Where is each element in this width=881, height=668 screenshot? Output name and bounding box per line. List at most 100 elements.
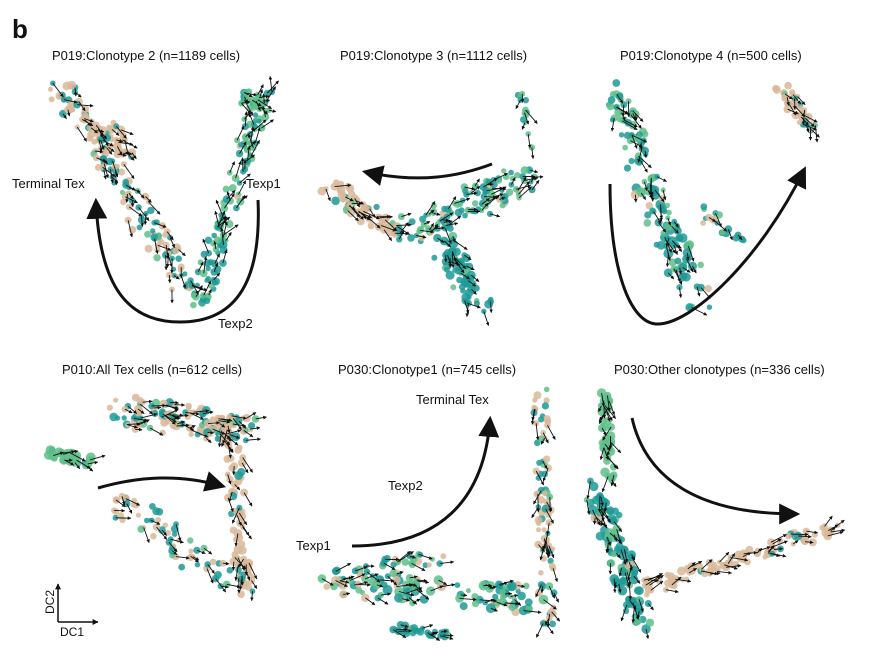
velocity-vector-panel-5 (396, 571, 404, 575)
velocity-vector-panel-3 (643, 181, 648, 192)
velocity-vector-panel-5 (321, 578, 334, 586)
velocity-vector-panel-6 (645, 628, 650, 640)
cell-point-panel-2 (454, 208, 463, 217)
cell-point-panel-3 (700, 220, 706, 226)
cell-point-panel-2 (508, 181, 515, 188)
cell-point-panel-6 (784, 532, 792, 540)
velocity-vector-panel-2 (369, 218, 381, 229)
velocity-vector-panel-5 (335, 580, 348, 588)
cell-point-panel-5 (538, 570, 544, 576)
cell-point-panel-3 (773, 86, 781, 94)
cell-point-panel-2 (473, 300, 480, 307)
velocity-vector-panel-5 (411, 563, 426, 572)
cell-point-panel-2 (367, 222, 375, 230)
velocity-vector-panel-1 (224, 193, 235, 209)
velocity-vector-panel-1 (190, 280, 199, 295)
panel-title-3: P019:Clonotype 4 (n=500 cells) (620, 48, 802, 63)
velocity-vector-panel-4 (137, 408, 145, 415)
velocity-vector-panel-1 (98, 139, 103, 152)
velocity-vector-panel-1 (164, 255, 168, 271)
cell-point-panel-4 (229, 557, 239, 566)
velocity-vector-panel-2 (521, 122, 526, 130)
cell-point-panel-1 (182, 271, 188, 277)
cell-point-panel-1 (64, 105, 72, 114)
velocity-vector-panel-2 (398, 230, 405, 240)
cell-point-panel-2 (508, 169, 514, 176)
velocity-vector-panel-4 (185, 411, 200, 416)
cell-point-panel-5 (323, 583, 331, 590)
cell-point-panel-2 (444, 205, 452, 213)
velocity-vector-panel-6 (601, 476, 609, 493)
velocity-vector-panel-2 (351, 201, 363, 206)
velocity-vector-panel-2 (445, 222, 459, 226)
velocity-vector-panel-1 (138, 207, 150, 221)
velocity-vector-panel-6 (638, 599, 644, 613)
cell-point-panel-4 (121, 405, 129, 413)
cell-point-panel-1 (252, 112, 259, 118)
velocity-vector-panel-2 (531, 180, 540, 191)
velocity-vector-panel-3 (715, 213, 722, 228)
velocity-vector-panel-6 (608, 400, 615, 416)
velocity-vector-panel-6 (675, 578, 692, 583)
velocity-vector-panel-1 (197, 261, 204, 273)
trajectory-arrow-1 (86, 197, 260, 324)
velocity-vector-panel-2 (452, 239, 468, 250)
velocity-vector-panel-5 (548, 586, 556, 599)
velocity-vector-panel-2 (466, 302, 481, 309)
cell-point-panel-4 (164, 419, 171, 425)
velocity-vector-panel-4 (192, 556, 200, 561)
velocity-vector-panel-4 (226, 583, 241, 589)
velocity-vector-panel-4 (226, 429, 242, 435)
velocity-vector-panel-5 (535, 470, 545, 486)
velocity-vector-panel-5 (517, 584, 526, 588)
velocity-vector-panel-1 (128, 192, 134, 200)
velocity-vector-panel-6 (806, 530, 819, 535)
velocity-vector-panel-6 (613, 578, 617, 593)
cell-point-panel-1 (144, 244, 153, 253)
velocity-vector-panel-6 (701, 559, 713, 570)
velocity-vector-panel-5 (405, 582, 413, 587)
cell-point-panel-5 (536, 527, 541, 533)
velocity-vector-panel-5 (548, 496, 552, 513)
velocity-vector-panel-3 (662, 189, 667, 201)
velocity-vector-panel-6 (671, 576, 682, 586)
velocity-vector-panel-5 (504, 601, 519, 606)
velocity-vector-panel-6 (603, 405, 613, 421)
velocity-vector-panel-5 (438, 579, 448, 585)
cell-point-panel-5 (472, 600, 480, 608)
velocity-vector-panel-5 (355, 566, 368, 572)
velocity-vector-panel-3 (654, 189, 665, 203)
cell-point-panel-5 (537, 496, 546, 504)
velocity-vector-panel-4 (250, 591, 254, 602)
velocity-vector-panel-1 (259, 94, 270, 99)
velocity-vector-panel-4 (169, 400, 179, 405)
velocity-vector-panel-3 (640, 160, 648, 173)
velocity-vector-panel-3 (673, 221, 679, 228)
velocity-vector-panel-4 (228, 491, 233, 503)
velocity-vector-panel-6 (633, 575, 641, 584)
trajectory-arrow-4 (97, 471, 227, 492)
velocity-vector-panel-2 (416, 235, 427, 239)
velocity-vector-panel-1 (74, 91, 82, 98)
cell-point-panel-6 (664, 579, 672, 588)
velocity-vector-panel-1 (125, 184, 136, 191)
velocity-vectors-layer (52, 75, 846, 641)
cell-point-panel-2 (454, 268, 461, 275)
cell-point-panel-2 (356, 217, 365, 226)
velocity-vector-panel-3 (616, 106, 629, 115)
cell-point-panel-6 (595, 531, 605, 541)
velocity-vector-panel-3 (803, 123, 818, 131)
velocity-vector-panel-1 (213, 262, 219, 273)
velocity-vector-panel-2 (464, 300, 470, 314)
cell-point-panel-3 (615, 92, 624, 101)
cell-point-panel-2 (501, 168, 507, 174)
velocity-vector-panel-6 (665, 589, 679, 594)
annotation-texp1-1: Texp1 (246, 176, 281, 191)
velocity-vector-panel-5 (544, 617, 550, 625)
cell-point-panel-2 (339, 191, 346, 198)
velocity-vector-panel-5 (514, 599, 522, 606)
velocity-vector-panel-6 (602, 426, 612, 441)
panel-title-2: P019:Clonotype 3 (n=1112 cells) (340, 48, 528, 63)
cell-point-panel-3 (700, 203, 708, 211)
velocity-vector-panel-4 (139, 403, 153, 415)
